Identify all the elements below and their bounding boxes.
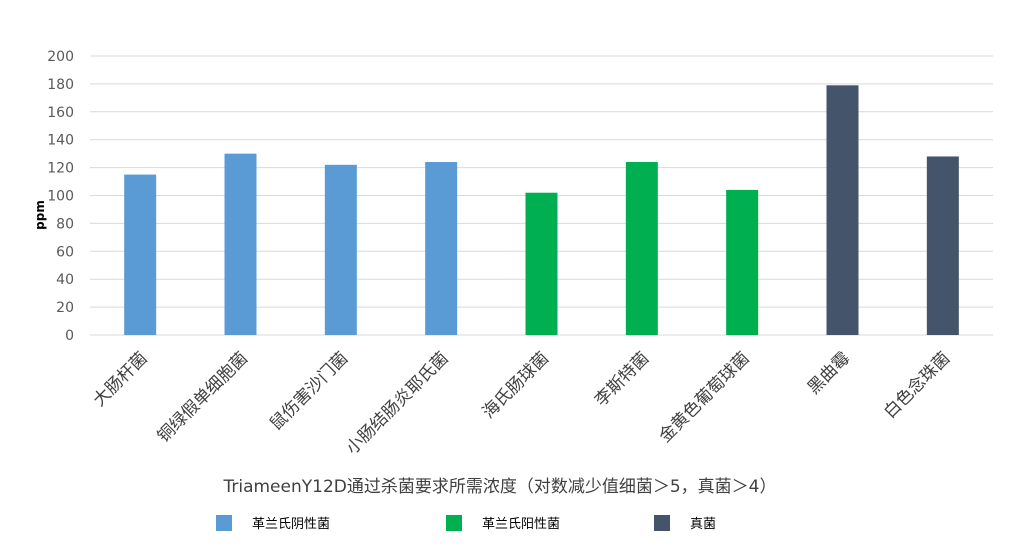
y-tick-label: 160 [47,105,74,121]
legend-swatch [654,515,670,531]
legend-swatch [446,515,462,531]
legend-label: 革兰氏阳性菌 [482,517,560,532]
bar [525,192,558,335]
legend-label: 革兰氏阴性菌 [252,517,330,532]
x-category-label: 大肠杆菌 [89,348,151,410]
legend: 革兰氏阴性菌 革兰氏阳性菌 真菌 [216,515,716,532]
bar [224,153,257,335]
y-tick-label: 40 [56,272,74,288]
y-tick-label: 100 [47,189,74,205]
bar [124,174,157,335]
y-tick-label: 140 [47,133,74,149]
x-axis-title: TriameenY12D通过杀菌要求所需浓度（对数减少值细菌＞5，真菌＞4） [222,477,776,497]
x-category-label: 海氏肠球菌 [479,348,553,422]
bars [124,85,959,335]
y-tick-label: 120 [47,161,74,177]
y-tick-label: 60 [56,244,74,260]
x-category-label: 黑曲霉 [804,348,854,398]
y-axis-label: ppm [33,200,47,230]
x-category-label: 白色念珠菌 [879,348,954,423]
x-category-label: 铜绿假单细胞菌 [154,348,252,446]
y-tick-label: 200 [47,49,74,65]
y-axis-ticks: 0 20 40 60 80 100 120 140 160 180 200 [47,49,74,344]
x-category-label: 金黄色葡萄球菌 [655,348,753,446]
legend-label: 真菌 [690,517,716,532]
x-category-label: 鼠伤害沙门菌 [266,348,352,434]
bar [324,164,357,335]
y-tick-label: 80 [56,216,74,232]
bar [425,162,458,335]
legend-swatch [216,515,232,531]
bar [926,156,959,335]
bar [726,189,759,335]
y-tick-label: 0 [65,328,74,344]
bar [625,162,658,335]
y-tick-label: 180 [47,77,74,93]
y-tick-label: 20 [56,300,74,316]
x-category-label: 李斯特菌 [591,348,653,410]
bar [826,85,859,335]
x-category-label: 小肠结肠炎耶氏菌 [342,348,452,458]
